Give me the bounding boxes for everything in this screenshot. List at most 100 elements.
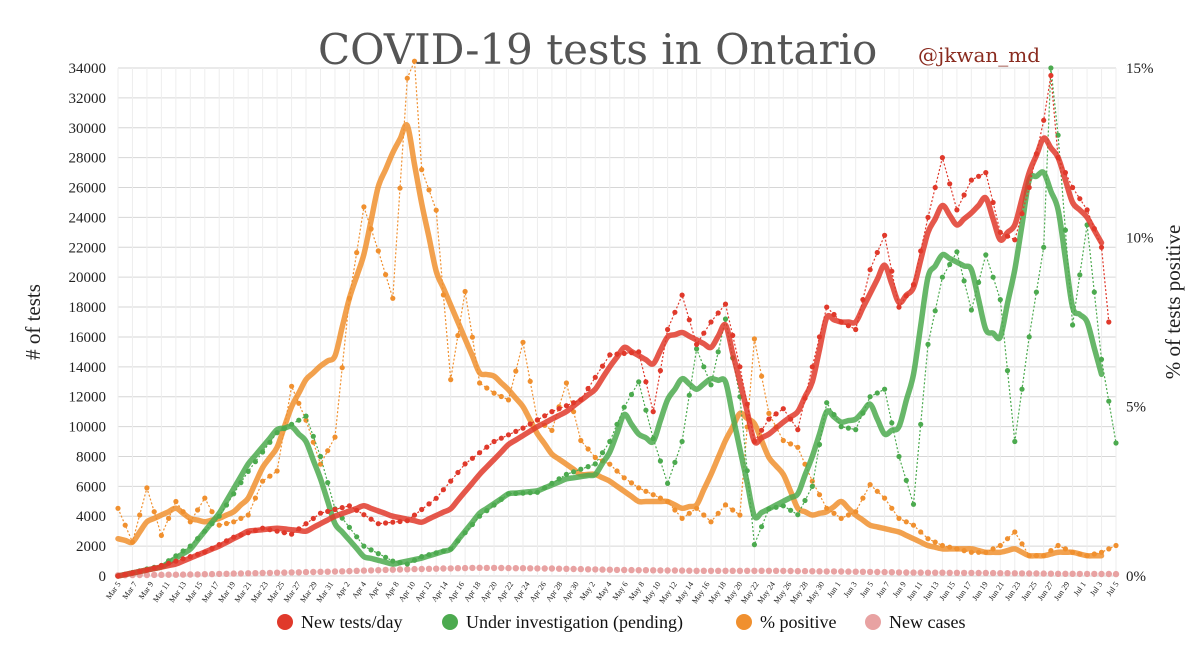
data-point: [606, 566, 613, 573]
data-point: [678, 567, 686, 574]
data-point: [1012, 529, 1018, 535]
y-axis-label: # of tests: [21, 284, 45, 360]
data-point: [686, 567, 693, 574]
data-point: [664, 567, 671, 574]
data-point: [252, 570, 259, 577]
x-tick-label: Apr 30: [560, 580, 580, 604]
data-point: [339, 505, 345, 511]
x-tick-label: May 6: [611, 580, 630, 602]
legend-item-positive[interactable]: % positive: [736, 612, 837, 632]
data-point: [267, 473, 273, 479]
legend-swatch-pending: [442, 614, 458, 630]
y2-axis-label: % of tests positive: [1161, 225, 1185, 380]
data-point: [947, 261, 953, 268]
data-point: [701, 330, 707, 336]
data-point: [896, 515, 902, 522]
data-point: [701, 512, 707, 518]
data-point: [179, 571, 187, 578]
data-point: [657, 368, 664, 374]
data-point: [628, 480, 635, 486]
data-point: [853, 326, 859, 333]
data-point: [317, 510, 324, 516]
data-point: [759, 373, 765, 379]
data-point: [947, 181, 953, 187]
data-point: [946, 569, 953, 576]
y2-tick-label: 10%: [1126, 230, 1154, 246]
legend-swatch-new-tests: [277, 614, 293, 630]
data-point: [621, 404, 627, 410]
data-point: [419, 506, 425, 513]
data-point: [556, 406, 562, 412]
data-point: [592, 461, 598, 467]
data-point: [216, 570, 223, 578]
data-point: [613, 566, 621, 574]
data-point: [918, 529, 924, 535]
data-point: [896, 304, 902, 310]
data-point: [1026, 334, 1032, 340]
data-point: [722, 301, 729, 307]
legend: New tests/day Under investigation (pendi…: [277, 612, 965, 633]
y2-tick-label: 5%: [1126, 400, 1146, 416]
data-point: [997, 570, 1004, 577]
legend-item-new-cases[interactable]: New cases: [865, 612, 965, 632]
legend-item-new-tests[interactable]: New tests/day: [277, 612, 402, 632]
data-point: [209, 509, 215, 515]
data-point: [780, 567, 787, 575]
x-tick-label: Jul 1: [1072, 580, 1088, 598]
data-point: [520, 425, 526, 431]
x-tick-label: Mar 5: [104, 580, 122, 601]
y-tick-label: 18000: [69, 300, 107, 316]
data-point: [823, 568, 830, 575]
data-point: [166, 515, 172, 522]
data-point: [1062, 570, 1069, 577]
data-point: [1033, 289, 1039, 295]
data-point: [201, 571, 208, 578]
data-point: [759, 524, 765, 530]
data-point: [650, 567, 657, 574]
credit-handle: @jkwan_md: [918, 43, 1040, 67]
data-point: [592, 454, 598, 461]
data-point: [368, 547, 374, 553]
data-point: [325, 508, 331, 514]
data-point: [440, 487, 446, 493]
data-point: [411, 58, 418, 64]
data-point: [433, 565, 440, 572]
data-point: [990, 199, 996, 206]
data-point: [990, 274, 996, 280]
data-point: [628, 566, 635, 574]
data-point: [881, 568, 888, 576]
y-tick-label: 6000: [76, 479, 106, 495]
data-point: [361, 543, 367, 549]
data-point: [404, 75, 410, 81]
data-point: [975, 569, 982, 577]
legend-label-pending: Under investigation (pending): [466, 612, 683, 633]
data-point: [1091, 289, 1097, 295]
data-point: [780, 406, 786, 412]
data-point: [707, 567, 715, 574]
series-trend-line: [115, 169, 1105, 579]
data-point: [592, 566, 599, 573]
data-point: [961, 192, 967, 198]
data-point: [628, 391, 635, 398]
data-point: [874, 249, 880, 256]
data-point: [816, 492, 823, 498]
data-point: [636, 379, 642, 385]
data-point: [983, 252, 989, 258]
data-point: [642, 567, 650, 574]
data-point: [621, 566, 628, 574]
series-0: [115, 72, 1112, 579]
data-point: [665, 326, 671, 333]
data-point: [780, 437, 786, 444]
x-tick-label: Jun 17: [954, 580, 973, 602]
data-point: [585, 464, 591, 470]
data-point: [462, 288, 468, 295]
data-point: [925, 341, 931, 347]
data-point: [954, 249, 960, 255]
data-point: [903, 519, 909, 525]
data-point: [426, 187, 432, 193]
data-point: [722, 316, 729, 322]
data-point: [867, 394, 873, 400]
x-tick-label: Jul 3: [1088, 580, 1104, 598]
legend-item-pending[interactable]: Under investigation (pending): [442, 612, 683, 633]
data-point: [882, 386, 888, 392]
